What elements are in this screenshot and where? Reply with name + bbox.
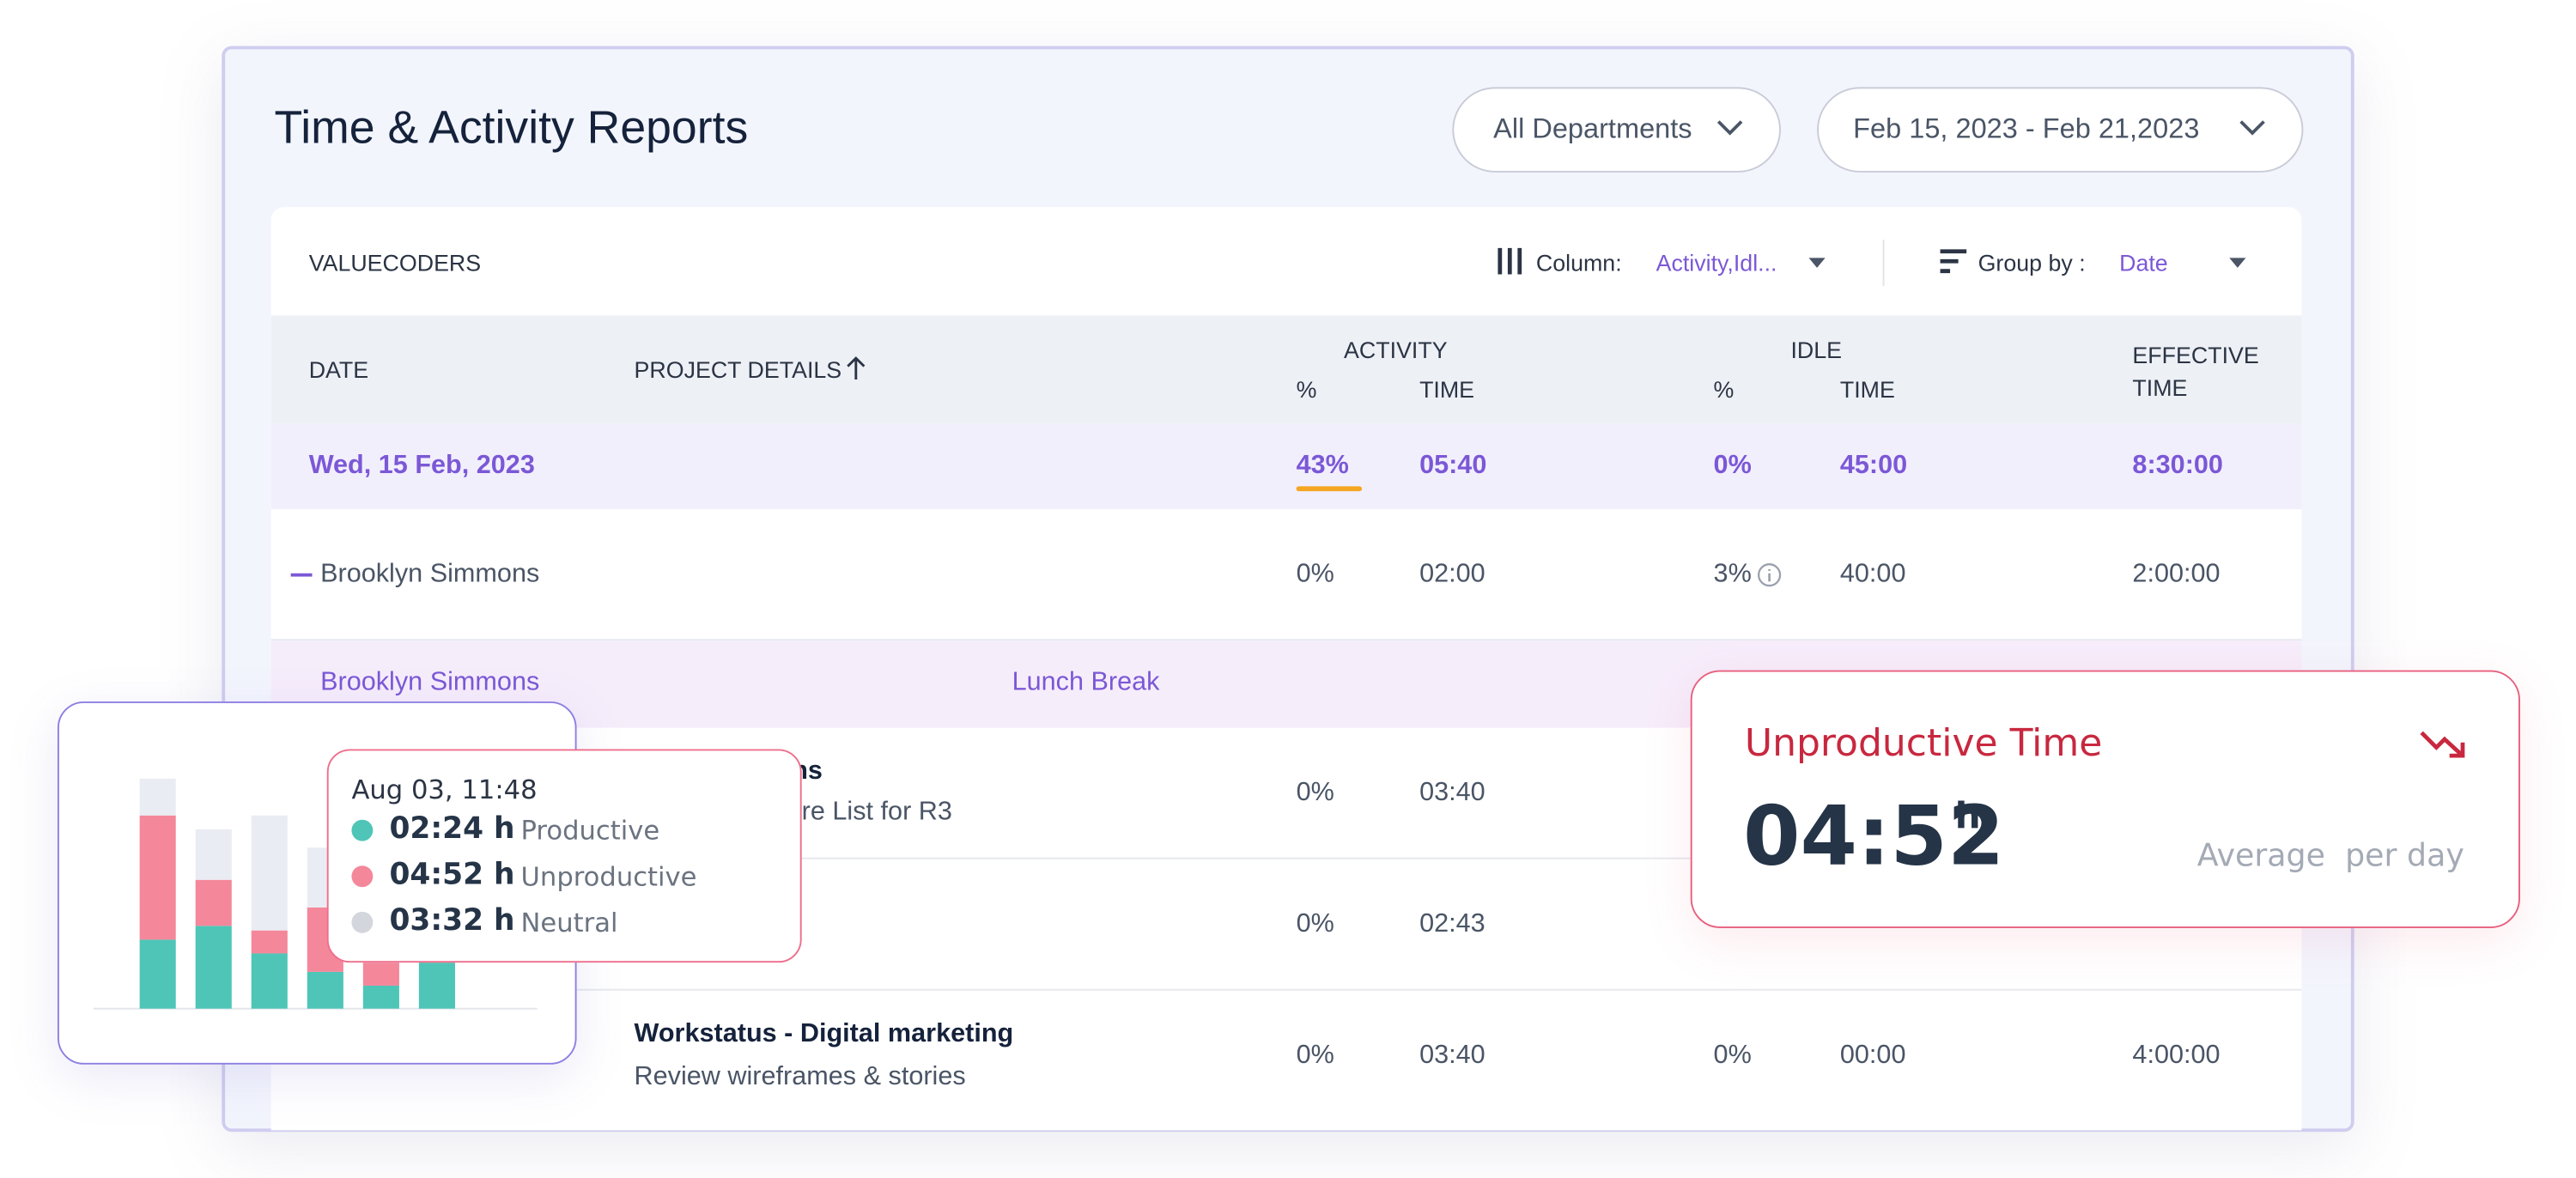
group-date: Wed, 15 Feb, 2023: [308, 452, 535, 480]
bar-segment: [362, 962, 399, 986]
legend-dot: [351, 911, 374, 933]
tooltip-value: 02:24 h: [389, 811, 515, 847]
cell: 0%: [1713, 1041, 1752, 1070]
cell: 40:00: [1839, 560, 1906, 588]
legend-label: Unproductive: [520, 860, 697, 892]
group-idle-pct: 0%: [1713, 452, 1752, 480]
row-divider: [270, 639, 2302, 641]
group-effective: 8:30:00: [2132, 452, 2223, 480]
activity-underline: [1296, 486, 1363, 492]
header-project[interactable]: PROJECT DETAILS: [634, 356, 842, 383]
column-label: Column:: [1535, 249, 1622, 276]
trend-icon: [2420, 731, 2465, 758]
cell: 00:00: [1839, 1041, 1906, 1070]
bar-segment: [418, 962, 455, 1009]
bar-segment: [195, 829, 232, 880]
cell: 2:00:00: [2132, 560, 2221, 588]
header-activity-pct: %: [1296, 376, 1317, 403]
break-user: Brooklyn Simmons: [320, 668, 540, 697]
group-icon: [1940, 249, 1967, 274]
bar-segment: [362, 985, 399, 1009]
tooltip-title: Aug 03, 11:48: [351, 774, 538, 805]
info-icon[interactable]: [1756, 562, 1783, 588]
bar-segment: [139, 939, 176, 1009]
cell: 4:00:00: [2132, 1041, 2221, 1070]
legend-label: Neutral: [520, 907, 618, 938]
group-row: [270, 423, 2302, 510]
bar-segment: [195, 879, 232, 926]
cell: 02:00: [1419, 560, 1485, 588]
task-name: re List for R3: [801, 798, 952, 827]
tooltip: [326, 749, 802, 963]
header-activity-time: TIME: [1419, 376, 1475, 403]
column-select[interactable]: Activity,Idl...: [1656, 249, 1777, 276]
group-idle-time: 45:00: [1839, 452, 1908, 480]
bar-segment: [195, 926, 232, 1009]
user-name: Brooklyn Simmons: [320, 560, 540, 588]
header-effective: EFFECTIVE TIME: [2132, 341, 2259, 401]
chevron: [2239, 120, 2265, 136]
header-idle-time: TIME: [1839, 376, 1895, 403]
chevron: [1716, 120, 1743, 136]
caret: [1808, 258, 1826, 268]
legend-dot: [351, 819, 374, 841]
group-select[interactable]: Date: [2119, 249, 2168, 276]
stat-unit: h: [1954, 796, 1981, 838]
bar-segment: [139, 815, 176, 940]
cell: 02:43: [1419, 909, 1485, 938]
company-name: VALUECODERS: [308, 249, 482, 276]
cell: 0%: [1296, 778, 1334, 807]
tooltip-value: 04:52 h: [389, 857, 515, 892]
sort-arrow: [847, 356, 866, 380]
column-icon: [1498, 247, 1522, 275]
department-text: All Departments: [1493, 113, 1692, 145]
header-date: DATE: [308, 356, 369, 383]
group-activity-pct: 43%: [1296, 452, 1349, 480]
header-row: [270, 315, 2302, 424]
cell: 0%: [1296, 909, 1334, 938]
project-name: Workstatus - Digital marketing: [634, 1020, 1014, 1048]
group-activity-time: 05:40: [1419, 452, 1487, 480]
caret: [2229, 258, 2246, 268]
task-name: Review wireframes & stories: [634, 1062, 966, 1091]
date-text: Feb 15, 2023 - Feb 21,2023: [1853, 113, 2200, 145]
header-idle-pct: %: [1713, 376, 1735, 403]
cell: 0%: [1296, 1041, 1334, 1070]
cell: 0%: [1296, 560, 1334, 588]
stat-card: [1690, 670, 2520, 928]
stat-title: Unproductive Time: [1744, 722, 2103, 766]
header-activity: ACTIVITY: [1344, 337, 1448, 363]
bar-segment: [139, 778, 176, 816]
bar-segment: [307, 971, 343, 1009]
cell: 03:40: [1419, 1041, 1485, 1070]
stat-caption: Average per day: [2196, 837, 2464, 874]
cell: 03:40: [1419, 778, 1485, 807]
break-label: Lunch Break: [1012, 668, 1160, 697]
row-divider: [270, 857, 2302, 859]
legend-label: Productive: [520, 814, 660, 847]
bar-segment: [251, 815, 288, 931]
legend-dot: [351, 865, 374, 888]
cell: 3%: [1713, 560, 1752, 588]
page-title: Time & Activity Reports: [274, 101, 749, 153]
bar-segment: [251, 930, 288, 954]
header-idle: IDLE: [1790, 337, 1843, 363]
collapse-dash[interactable]: [290, 573, 313, 577]
stat-value: 04:52: [1742, 788, 2005, 884]
date-filter[interactable]: [1817, 87, 2304, 173]
divider: [1882, 240, 1885, 286]
group-label: Group by :: [1978, 249, 2086, 276]
tooltip-value: 03:32 h: [389, 903, 515, 938]
row-divider: [270, 988, 2302, 991]
bar-segment: [251, 953, 288, 1009]
